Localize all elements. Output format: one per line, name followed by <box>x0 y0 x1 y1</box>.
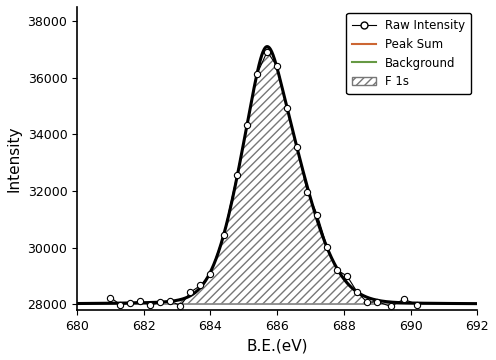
Legend: Raw Intensity, Peak Sum, Background, F 1s: Raw Intensity, Peak Sum, Background, F 1… <box>346 13 471 94</box>
X-axis label: B.E.(eV): B.E.(eV) <box>247 338 308 353</box>
Y-axis label: Intensity: Intensity <box>7 125 22 192</box>
